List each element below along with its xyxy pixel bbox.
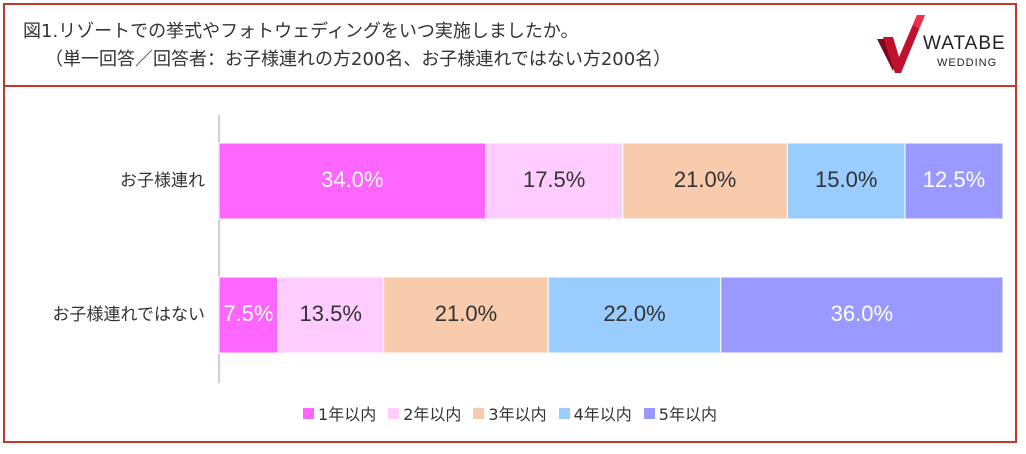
bar-segment bbox=[786, 142, 906, 220]
chart-header: 図1.リゾートでの挙式やフォトウェディングをいつ実施しましたか。 （単一回答／回… bbox=[5, 5, 1015, 87]
legend-item: 3年以内 bbox=[473, 401, 547, 425]
legend-swatch bbox=[388, 407, 400, 419]
stacked-bar-chart: お子様連れ 34.0% 17.5% 21.0% 15.0% 12.5% お子様連れではない 7… bbox=[53, 115, 1004, 383]
data-label: 21.0% bbox=[435, 301, 497, 326]
category-label: お子様連れ bbox=[120, 171, 205, 191]
data-label: 21.0% bbox=[674, 167, 736, 192]
legend-item: 5年以内 bbox=[643, 401, 717, 425]
data-label: 13.5% bbox=[300, 301, 362, 326]
bar-segment bbox=[277, 276, 385, 354]
watabe-logo-check-icon bbox=[877, 15, 925, 73]
legend-swatch bbox=[558, 407, 570, 419]
data-label: 12.5% bbox=[923, 167, 985, 192]
chart-title: 図1.リゾートでの挙式やフォトウェディングをいつ実施しましたか。 bbox=[23, 21, 579, 42]
legend-label: 1年以内 bbox=[318, 405, 377, 424]
bar-segment bbox=[622, 142, 788, 220]
data-label: 17.5% bbox=[523, 167, 585, 192]
chart-legend: 1年以内 2年以内 3年以内 4年以内 5年以内 bbox=[5, 401, 1015, 425]
chart-subtitle: （単一回答／回答者：お子様連れの方200名、お子様連れではない方200名） bbox=[45, 49, 672, 70]
legend-label: 5年以内 bbox=[658, 405, 717, 424]
legend-swatch bbox=[473, 407, 485, 419]
bar-segment bbox=[218, 276, 279, 354]
data-label: 36.0% bbox=[831, 301, 893, 326]
logo-sub-text: WEDDING bbox=[937, 57, 998, 69]
legend-item: 2年以内 bbox=[388, 401, 461, 425]
watabe-logo: WATABE WEDDING bbox=[873, 13, 1013, 77]
data-label: 22.0% bbox=[603, 301, 665, 326]
data-label: 15.0% bbox=[815, 167, 877, 192]
legend-label: 4年以内 bbox=[573, 405, 632, 424]
data-label: 7.5% bbox=[223, 301, 273, 326]
legend-item: 4年以内 bbox=[558, 401, 632, 425]
legend-label: 3年以内 bbox=[488, 405, 547, 424]
bar-segment bbox=[904, 142, 1004, 220]
bar-segment bbox=[547, 276, 722, 354]
chart-frame: 図1.リゾートでの挙式やフォトウェディングをいつ実施しましたか。 （単一回答／回… bbox=[3, 3, 1017, 443]
legend-swatch bbox=[643, 407, 655, 419]
bar-segment bbox=[485, 142, 624, 220]
legend-label: 2年以内 bbox=[403, 405, 462, 424]
bar-segment bbox=[218, 142, 487, 220]
category-label: お子様連れではない bbox=[53, 305, 206, 325]
data-label: 34.0% bbox=[321, 167, 383, 192]
legend-swatch bbox=[303, 407, 315, 419]
bar-segment bbox=[720, 276, 1004, 354]
logo-brand-text: WATABE bbox=[923, 33, 1006, 54]
legend-item: 1年以内 bbox=[303, 401, 376, 425]
